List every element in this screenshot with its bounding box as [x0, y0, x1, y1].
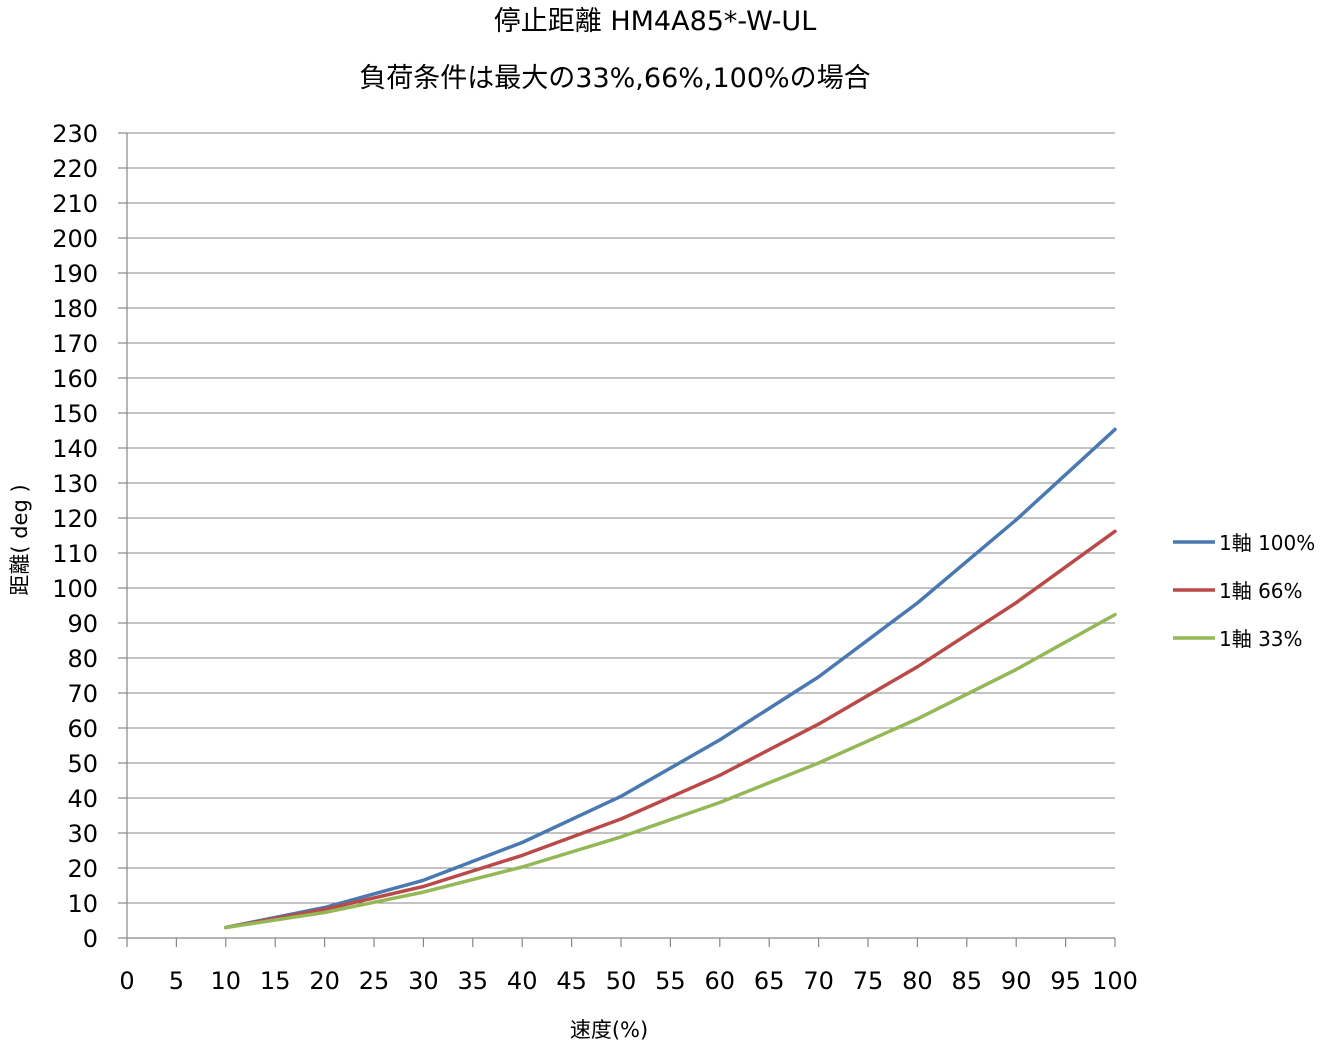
series-line-3 — [224, 612, 1117, 930]
y-tick-label: 40 — [67, 785, 98, 813]
x-tick-label: 100 — [1092, 967, 1138, 995]
y-tick-label: 0 — [83, 925, 98, 953]
y-tick-label: 170 — [52, 330, 98, 358]
x-tick-label: 90 — [1001, 967, 1032, 995]
x-tick-label: 0 — [119, 967, 134, 995]
chart-title: 停止距離 HM4A85*-W-UL — [494, 6, 816, 37]
y-tick-label: 220 — [52, 155, 98, 183]
y-tick-label: 160 — [52, 365, 98, 393]
x-tick-label: 95 — [1050, 967, 1081, 995]
y-tick-label: 70 — [67, 680, 98, 708]
x-tick-label: 55 — [655, 967, 686, 995]
series-lines — [224, 427, 1117, 930]
y-tick-label: 230 — [52, 120, 98, 148]
x-tick-label: 10 — [211, 967, 242, 995]
y-tick-label: 60 — [67, 715, 98, 743]
y-tick-label: 110 — [52, 540, 98, 568]
y-tick-label: 120 — [52, 505, 98, 533]
grid-lines — [127, 132, 1115, 904]
x-axis-title: 速度(%) — [570, 1018, 648, 1042]
y-tick-label: 80 — [67, 645, 98, 673]
x-tick-label: 15 — [260, 967, 291, 995]
x-tick-label: 45 — [556, 967, 587, 995]
y-tick-labels: 0 10 20 30 40 50 60 70 80 90 100 110 120 130 140 150 160… — [52, 120, 98, 953]
y-tick-label: 210 — [52, 190, 98, 218]
y-tick-label: 10 — [67, 890, 98, 918]
legend-label-2: 1軸 66% — [1219, 579, 1303, 603]
chart-subtitle: 負荷条件は最大の33%,66%,100%の場合 — [359, 63, 870, 94]
y-tick-label: 200 — [52, 225, 98, 253]
x-tick-label: 50 — [606, 967, 637, 995]
y-tick-label: 140 — [52, 435, 98, 463]
y-tick-label: 180 — [52, 295, 98, 323]
legend-label-1: 1軸 100% — [1219, 531, 1315, 555]
x-tick-label: 25 — [359, 967, 390, 995]
x-tick-label: 20 — [309, 967, 340, 995]
x-tick-label: 35 — [458, 967, 489, 995]
x-tick-label: 75 — [853, 967, 884, 995]
y-axis-title: 距離( deg ) — [8, 484, 32, 595]
axes — [118, 132, 1116, 947]
y-tick-label: 50 — [67, 750, 98, 778]
x-tick-label: 85 — [952, 967, 983, 995]
y-tick-label: 20 — [67, 855, 98, 883]
x-tick-label: 5 — [169, 967, 184, 995]
x-tick-label: 80 — [902, 967, 933, 995]
y-tick-label: 190 — [52, 260, 98, 288]
x-tick-label: 60 — [705, 967, 736, 995]
x-tick-labels: 0 5 10 15 20 25 30 35 40 45 50 55 60 65 70 75 80 85 90 95 10… — [119, 967, 1138, 995]
series-line-2 — [224, 529, 1117, 930]
series-line-1 — [224, 427, 1117, 930]
x-tick-label: 30 — [408, 967, 439, 995]
y-tick-label: 90 — [67, 610, 98, 638]
x-tick-label: 70 — [803, 967, 834, 995]
x-tick-label: 40 — [507, 967, 538, 995]
legend-label-3: 1軸 33% — [1219, 627, 1303, 651]
y-tick-label: 100 — [52, 575, 98, 603]
legend: 1軸 100% 1軸 66% 1軸 33% — [1173, 531, 1315, 651]
y-tick-label: 130 — [52, 470, 98, 498]
y-tick-label: 30 — [67, 820, 98, 848]
y-tick-label: 150 — [52, 400, 98, 428]
x-tick-label: 65 — [754, 967, 785, 995]
